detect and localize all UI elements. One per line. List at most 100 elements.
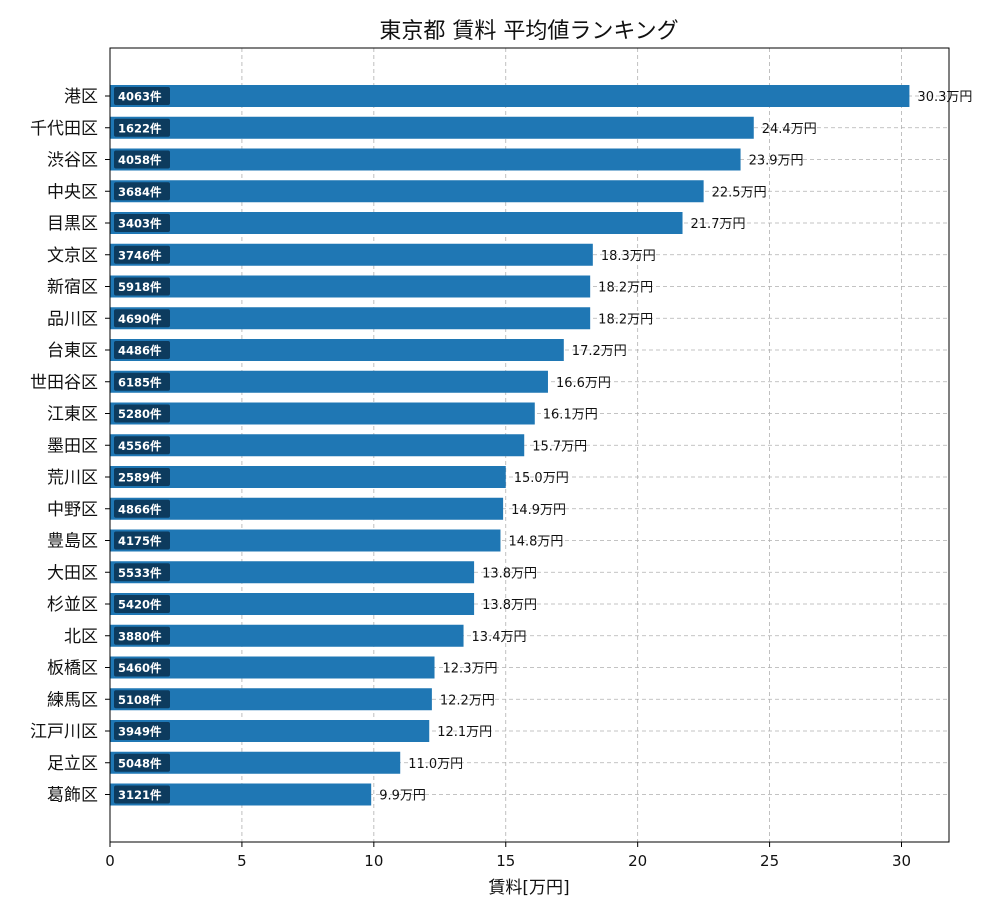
value-label: 13.4万円 <box>472 630 527 645</box>
category-label: 千代田区 <box>30 119 98 139</box>
x-tick-label: 10 <box>364 852 383 870</box>
bar <box>110 783 372 806</box>
bar <box>110 497 504 520</box>
bar <box>110 656 435 679</box>
category-label: 世田谷区 <box>30 373 98 393</box>
bar <box>110 275 591 298</box>
category-label: 葛飾区 <box>47 786 98 806</box>
bar <box>110 116 754 139</box>
x-tick-label: 30 <box>892 852 911 870</box>
category-label: 江東区 <box>47 405 98 425</box>
category-label: 墨田区 <box>47 436 98 456</box>
value-label: 12.1万円 <box>437 725 492 740</box>
value-label: 18.2万円 <box>598 312 653 327</box>
value-label: 11.0万円 <box>408 757 463 772</box>
category-label: 荒川区 <box>47 468 98 488</box>
x-axis: 0 5 10 15 20 25 30 <box>105 95 911 870</box>
value-label: 13.8万円 <box>482 598 537 613</box>
count-badge <box>114 499 170 518</box>
bar <box>110 434 525 457</box>
count-label: 4486件 <box>118 344 162 358</box>
count-label: 4866件 <box>118 502 162 516</box>
count-badge <box>114 214 170 232</box>
category-label: 中央区 <box>47 182 98 202</box>
bar <box>110 370 548 393</box>
x-tick-label: 5 <box>237 852 247 870</box>
value-label: 18.2万円 <box>598 281 653 296</box>
value-label: 30.3万円 <box>917 90 972 105</box>
category-label: 足立区 <box>47 754 98 774</box>
count-label: 4063件 <box>118 90 162 104</box>
category-label: 目黒区 <box>47 214 98 234</box>
count-label: 4058件 <box>118 153 162 167</box>
bar <box>110 307 591 330</box>
bar <box>110 593 475 615</box>
bar <box>110 85 910 107</box>
bar <box>110 212 683 234</box>
chart-title: 東京都 賃料 平均値ランキング <box>379 19 678 44</box>
bar <box>110 339 564 361</box>
category-label: 杉並区 <box>47 595 98 615</box>
x-tick-label: 15 <box>496 852 515 870</box>
count-label: 5048件 <box>118 756 162 770</box>
count-badge <box>114 753 170 772</box>
count-label: 6185件 <box>118 375 162 389</box>
count-badge <box>114 468 170 486</box>
count-badge <box>114 595 170 613</box>
count-badge <box>114 309 170 328</box>
bar <box>110 529 501 552</box>
count-badge <box>114 245 170 264</box>
count-badge <box>114 87 170 105</box>
value-label: 14.8万円 <box>508 535 563 550</box>
value-label: 15.7万円 <box>532 439 587 454</box>
count-label: 4556件 <box>118 439 162 453</box>
value-label: 9.9万円 <box>379 789 426 804</box>
value-label: 16.1万円 <box>543 408 598 423</box>
value-label: 15.0万円 <box>514 471 569 486</box>
count-badge <box>114 277 170 296</box>
value-label: 23.9万円 <box>749 154 804 169</box>
category-label: 北区 <box>64 627 98 647</box>
count-label: 4690件 <box>118 312 162 326</box>
count-badge <box>114 563 170 582</box>
bar <box>110 720 430 742</box>
value-label: 16.6万円 <box>556 376 611 391</box>
value-label: 14.9万円 <box>511 503 566 518</box>
count-badge <box>114 785 170 804</box>
category-label: 豊島区 <box>47 532 98 552</box>
count-label: 5280件 <box>118 407 162 421</box>
category-label: 新宿区 <box>47 278 98 298</box>
category-label: 練馬区 <box>47 690 98 710</box>
count-label: 3403件 <box>118 217 162 231</box>
value-label: 12.2万円 <box>440 693 495 708</box>
count-label: 5420件 <box>118 598 162 612</box>
count-badge <box>114 436 170 455</box>
count-badge <box>114 658 170 677</box>
category-label: 大田区 <box>47 563 98 583</box>
bars <box>110 85 910 806</box>
bar <box>110 624 464 647</box>
count-badge <box>114 531 170 550</box>
count-label: 5533件 <box>118 566 162 580</box>
count-badge <box>114 341 170 359</box>
value-label: 13.8万円 <box>482 566 537 581</box>
x-tick-label: 0 <box>105 852 115 870</box>
category-label: 品川区 <box>47 309 98 329</box>
bar <box>110 751 401 774</box>
count-label: 5108件 <box>118 693 162 707</box>
category-label: 文京区 <box>47 246 98 266</box>
value-label: 22.5万円 <box>712 185 767 200</box>
count-label: 1622件 <box>118 121 162 135</box>
count-label: 3121件 <box>118 788 162 802</box>
count-label: 5460件 <box>118 661 162 675</box>
count-label: 3746件 <box>118 248 162 262</box>
value-label: 12.3万円 <box>443 662 498 677</box>
category-label: 港区 <box>64 87 98 107</box>
count-badge <box>114 404 170 423</box>
x-tick-label: 25 <box>760 852 779 870</box>
bar <box>110 180 704 203</box>
count-label: 3949件 <box>118 725 162 739</box>
x-tick-label: 20 <box>628 852 647 870</box>
